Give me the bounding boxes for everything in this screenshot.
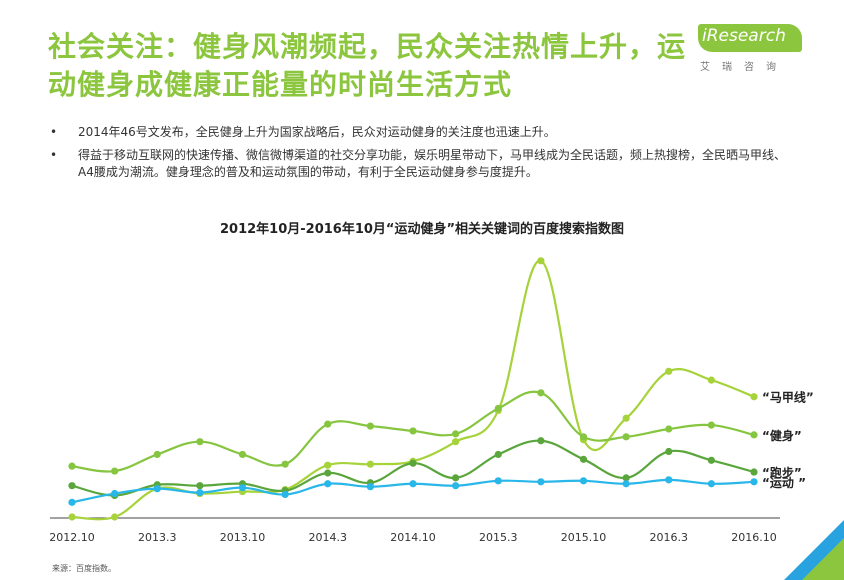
data-point [68,482,76,490]
bullet-list: • 2014年46号文发布，全民健身上升为国家战略后，民众对运动健身的关注度也迅… [50,124,790,187]
bullet-marker: • [50,125,58,139]
data-point [111,489,119,498]
data-point [366,422,374,430]
data-point [665,425,673,433]
data-point [111,467,119,475]
data-point [196,438,204,446]
x-tick-label: 2013.10 [220,531,266,544]
data-point [579,455,588,463]
series-label: “马甲线” [762,390,814,405]
data-point [324,420,332,428]
x-tick-label: 2015.10 [561,531,607,544]
data-point [750,393,758,401]
iresearch-logo: iResearch 艾瑞咨询 [698,20,808,76]
series-label: “跑步” [762,465,802,480]
data-point [281,460,289,468]
data-point [452,430,460,438]
data-point [68,462,76,470]
logo-text: iResearch [702,26,786,46]
data-point [366,460,374,468]
data-point [68,513,76,521]
data-point [494,450,502,459]
x-tick-label: 2014.10 [390,531,436,544]
data-point [409,459,417,467]
page-title: 社会关注：健身风潮频起，民众关注热情上升，运动健身成健康正能量的时尚生活方式 [48,30,687,101]
x-tick-label: 2016.3 [650,531,689,544]
chart-title: 2012年10月-2016年10月“运动健身”相关关键词的百度搜索指数图 [219,222,625,237]
data-point [537,478,545,486]
data-point [111,513,119,521]
bullet-text: 得益于移动互联网的快速传播、微信微博渠道的社交分享功能，娱乐明星带动下，马甲线成… [78,148,787,179]
data-point [196,482,204,490]
corner-decoration [784,520,844,580]
data-point [665,367,673,375]
data-point [665,447,673,456]
data-point [707,421,715,429]
bullet-marker: • [50,148,58,162]
data-point [750,468,758,476]
bullet-item: • 得益于移动互联网的快速传播、微信微博渠道的社交分享功能，娱乐明星带动下，马甲… [50,147,790,181]
data-point [68,498,76,506]
data-point [707,376,715,384]
data-point [324,469,332,477]
data-point [537,389,545,397]
data-point [622,480,630,488]
data-point [579,477,588,485]
data-point [409,480,417,488]
data-point [409,427,417,435]
data-point [196,488,204,497]
data-point [665,476,673,484]
data-point [452,474,460,482]
data-point [153,485,161,493]
data-point [622,474,630,482]
data-point [324,480,332,488]
logo-subtitle: 艾瑞咨询 [700,62,788,73]
data-point [366,483,374,491]
data-point [238,484,247,492]
bullet-item: • 2014年46号文发布，全民健身上升为国家战略后，民众对运动健身的关注度也迅… [50,124,790,141]
x-tick-label: 2013.3 [138,531,177,544]
corner-green-triangle [802,538,844,580]
x-tick-label: 2016.10 [731,531,777,544]
data-point [537,437,545,445]
series-label: “运动 ” [762,476,806,490]
logo-mark [698,24,802,52]
data-point [494,477,502,485]
data-point [537,257,545,265]
series-label: “健身” [762,428,802,443]
data-point [750,478,758,486]
data-point [622,433,630,441]
data-point [281,490,289,499]
data-point [452,438,460,446]
bullet-text: 2014年46号文发布，全民健身上升为国家战略后，民众对运动健身的关注度也迅速上… [78,125,556,139]
data-point [153,450,161,459]
data-point [622,414,630,422]
x-tick-label: 2015.3 [479,531,518,544]
data-point [324,461,332,469]
data-point [494,404,502,413]
source-note: 来源：百度指数。 [52,564,116,573]
data-point [707,456,715,464]
x-tick-label: 2014.3 [309,531,348,544]
data-point [707,480,715,488]
data-point [452,482,460,490]
data-point [750,431,758,439]
x-tick-label: 2012.10 [49,531,95,544]
data-point [238,450,247,459]
data-point [579,433,588,441]
